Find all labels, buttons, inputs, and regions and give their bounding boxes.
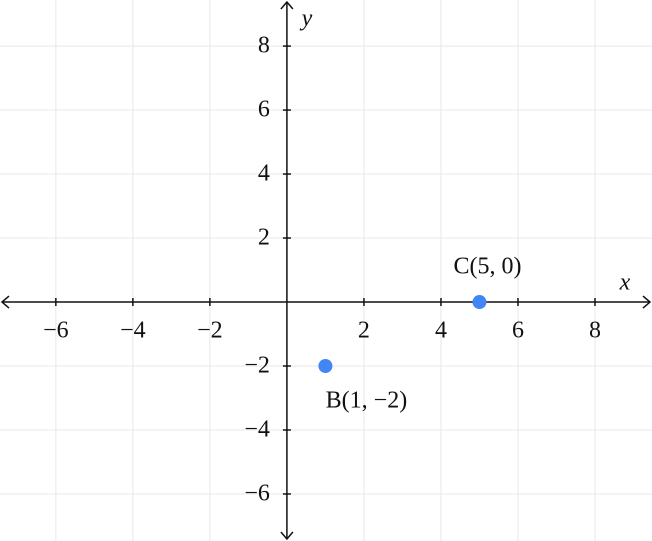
x-tick-label: −6 xyxy=(43,318,69,344)
point xyxy=(472,295,487,310)
y-axis-label: y xyxy=(300,6,313,32)
point-label: B(1, −2) xyxy=(326,387,408,413)
point-label: C(5, 0) xyxy=(453,254,521,280)
x-tick-label: −2 xyxy=(197,318,223,344)
x-tick-label: 2 xyxy=(358,318,370,344)
y-tick-label: 2 xyxy=(258,225,270,251)
arrow xyxy=(642,295,652,309)
arrow xyxy=(0,295,10,309)
x-tick-label: 4 xyxy=(435,318,447,344)
y-tick-label: 6 xyxy=(258,97,270,123)
x-tick-label: −4 xyxy=(120,318,146,344)
arrow xyxy=(280,531,294,541)
y-tick-label: −6 xyxy=(244,480,270,506)
point xyxy=(318,358,333,373)
y-tick-label: 4 xyxy=(258,161,270,187)
x-axis-label: x xyxy=(619,270,631,296)
y-tick-label: −4 xyxy=(244,416,270,442)
y-tick-label: −2 xyxy=(244,352,270,378)
x-tick-label: 6 xyxy=(512,318,524,344)
arrow xyxy=(280,0,294,10)
x-tick-label: 8 xyxy=(589,318,601,344)
y-tick-label: 8 xyxy=(258,33,270,59)
